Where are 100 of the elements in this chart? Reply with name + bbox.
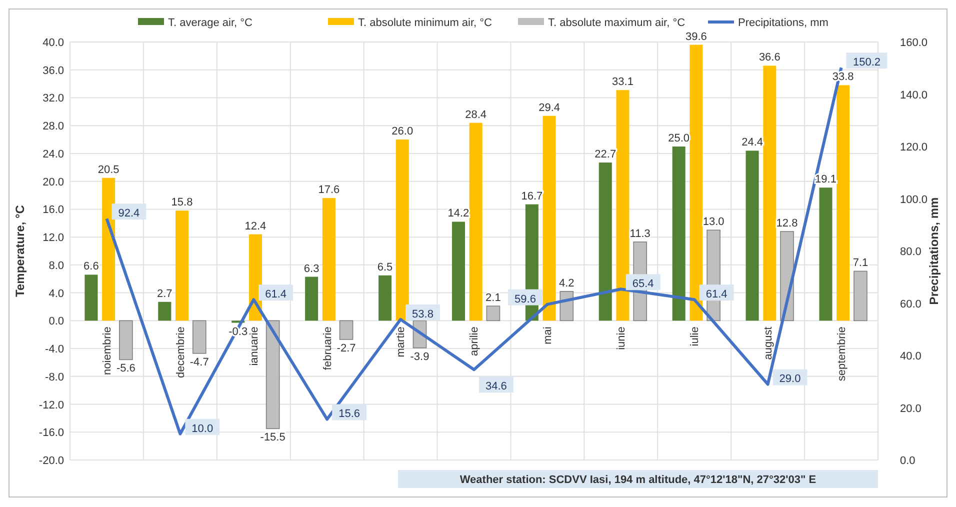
bar (396, 140, 409, 321)
bar (690, 44, 703, 321)
y-tick-label: 24.0 (42, 148, 64, 160)
data-label: 15.8 (171, 196, 193, 209)
data-label: 15.6 (338, 408, 360, 420)
y2-tick-label: 0.0 (900, 455, 916, 467)
y-tick-label: 4.0 (48, 288, 64, 300)
bar (746, 150, 759, 321)
y-tick-label: -16.0 (38, 427, 64, 440)
bar (305, 276, 318, 321)
data-label: 12.4 (244, 220, 266, 232)
bar (542, 116, 556, 321)
bar (819, 188, 832, 321)
y-tick-label: 40.0 (42, 37, 64, 49)
bar (266, 320, 280, 430)
y2-tick-label: 60.0 (900, 298, 922, 310)
y-tick-label: 16.0 (42, 204, 64, 216)
bar (322, 198, 336, 321)
data-label: 65.4 (632, 278, 654, 290)
data-label: 25.0 (668, 132, 690, 144)
text: Weather station: SCDVV Iasi, 194 m altitude, 47°12'18"N, 27°32'03" E (460, 474, 816, 486)
y-tick-label: 12.0 (42, 232, 64, 244)
data-label: 6.3 (304, 262, 320, 275)
y2-tick-label: 160.0 (900, 37, 928, 49)
bar (672, 146, 686, 321)
y-tick-label: -8.0 (45, 371, 64, 384)
data-label: 11.3 (630, 228, 650, 240)
data-label: 2.7 (157, 288, 172, 300)
x-tick-label: martie (395, 326, 408, 358)
data-label: 53.8 (412, 308, 434, 320)
data-label: 26.0 (392, 126, 414, 138)
data-label: 12.8 (776, 217, 798, 230)
data-label: 61.4 (265, 288, 287, 301)
data-label: 2.1 (486, 292, 501, 304)
x-tick-label: februarie (322, 326, 334, 370)
legend-label: Precipitations, mm (738, 17, 828, 29)
data-label: 24.4 (742, 136, 764, 149)
data-label: 6.6 (84, 260, 99, 273)
x-tick-label: mai (542, 326, 554, 344)
bar (102, 178, 116, 321)
bar (192, 320, 206, 354)
x-tick-label: septembrie (836, 326, 848, 382)
y-tick-label: 8.0 (48, 260, 64, 272)
y2-tick-label: 80.0 (900, 246, 922, 258)
bar (176, 210, 189, 321)
x-tick-label: noiembrie (101, 326, 114, 375)
data-label: 39.6 (685, 30, 707, 43)
legend-label: T. average air, °C (168, 17, 253, 29)
y-tick-label: 28.0 (42, 120, 64, 133)
y-tick-label: -20.0 (38, 455, 64, 467)
data-label: 150.2 (853, 56, 881, 69)
bar (469, 122, 482, 321)
bar (854, 270, 868, 322)
data-label: 61.4 (706, 288, 728, 301)
data-label: 10.0 (192, 422, 214, 435)
bar (339, 320, 354, 340)
data-label: -5.6 (116, 362, 136, 375)
bar (763, 66, 776, 321)
bar (378, 275, 392, 321)
y-tick-label: 0.0 (48, 316, 64, 328)
data-label: 29.0 (779, 373, 801, 386)
data-label: 16.7 (521, 190, 543, 202)
y-axis-title: Temperature, °C (13, 204, 27, 297)
y-tick-label: 32.0 (42, 92, 64, 105)
x-tick-label: aprilie (468, 326, 481, 356)
data-label: 14.2 (448, 208, 470, 220)
y2-axis-title: Precipitations, mm (927, 197, 941, 305)
y2-tick-label: 140.0 (900, 89, 928, 102)
x-tick-label: august (762, 326, 774, 360)
y2-tick-label: 100.0 (900, 194, 928, 206)
data-label: -3.9 (410, 350, 430, 363)
legend-label: T. absolute maximum air, °C (548, 17, 686, 29)
bar (452, 222, 465, 321)
bar (84, 274, 98, 321)
y-tick-label: -12.0 (38, 399, 64, 412)
bar (616, 90, 630, 321)
data-label: 59.6 (514, 293, 536, 306)
x-tick-label: decembrie (174, 326, 187, 378)
data-label: -15.5 (260, 432, 286, 444)
x-tick-label: iunie (616, 326, 628, 350)
data-label: 36.6 (758, 52, 780, 64)
data-label: 92.4 (118, 208, 140, 220)
bar (836, 85, 850, 321)
data-label: 13.0 (702, 216, 724, 228)
bar (598, 162, 612, 321)
data-label: 34.6 (485, 380, 507, 393)
y2-tick-label: 20.0 (900, 402, 922, 415)
data-label: 7.1 (852, 257, 868, 270)
y-tick-label: -4.0 (45, 344, 64, 356)
x-tick-label: ianuarie (248, 326, 260, 366)
bar (119, 320, 133, 360)
x-tick-label: iulie (689, 326, 702, 346)
legend-label: T. absolute minimum air, °C (358, 17, 492, 29)
y-tick-label: 36.0 (42, 64, 64, 77)
data-label: 22.7 (594, 148, 616, 161)
y2-tick-label: 40.0 (900, 350, 922, 362)
bar (158, 302, 172, 321)
y2-tick-label: 120.0 (900, 142, 928, 154)
data-label: 17.6 (318, 184, 340, 196)
y-tick-label: 20.0 (42, 176, 64, 188)
